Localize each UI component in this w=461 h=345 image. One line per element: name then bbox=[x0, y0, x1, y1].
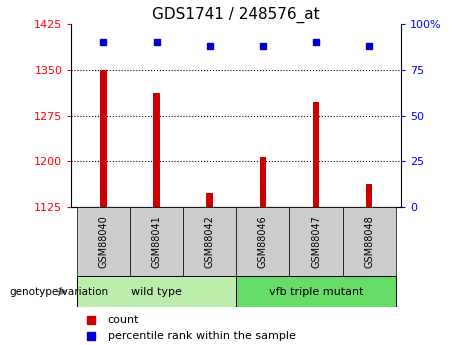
FancyBboxPatch shape bbox=[183, 207, 236, 276]
Text: GSM88041: GSM88041 bbox=[152, 215, 161, 268]
FancyBboxPatch shape bbox=[236, 276, 396, 307]
Text: GSM88047: GSM88047 bbox=[311, 215, 321, 268]
Text: GSM88042: GSM88042 bbox=[205, 215, 215, 268]
Text: genotype/variation: genotype/variation bbox=[9, 287, 108, 296]
Bar bbox=[366, 185, 372, 207]
Bar bbox=[313, 101, 319, 207]
Title: GDS1741 / 248576_at: GDS1741 / 248576_at bbox=[153, 7, 320, 23]
Text: wild type: wild type bbox=[131, 287, 182, 296]
Bar bbox=[100, 70, 106, 207]
Text: count: count bbox=[108, 315, 139, 325]
Bar bbox=[154, 93, 160, 207]
FancyBboxPatch shape bbox=[236, 207, 290, 276]
Text: GSM88040: GSM88040 bbox=[98, 215, 108, 268]
FancyBboxPatch shape bbox=[290, 207, 343, 276]
Text: GSM88048: GSM88048 bbox=[364, 215, 374, 268]
Bar bbox=[207, 193, 213, 207]
Bar bbox=[260, 157, 266, 207]
Text: GSM88046: GSM88046 bbox=[258, 215, 268, 268]
FancyBboxPatch shape bbox=[130, 207, 183, 276]
Text: vfb triple mutant: vfb triple mutant bbox=[269, 287, 363, 296]
FancyBboxPatch shape bbox=[343, 207, 396, 276]
FancyBboxPatch shape bbox=[77, 276, 236, 307]
Text: percentile rank within the sample: percentile rank within the sample bbox=[108, 332, 296, 341]
FancyBboxPatch shape bbox=[77, 207, 130, 276]
